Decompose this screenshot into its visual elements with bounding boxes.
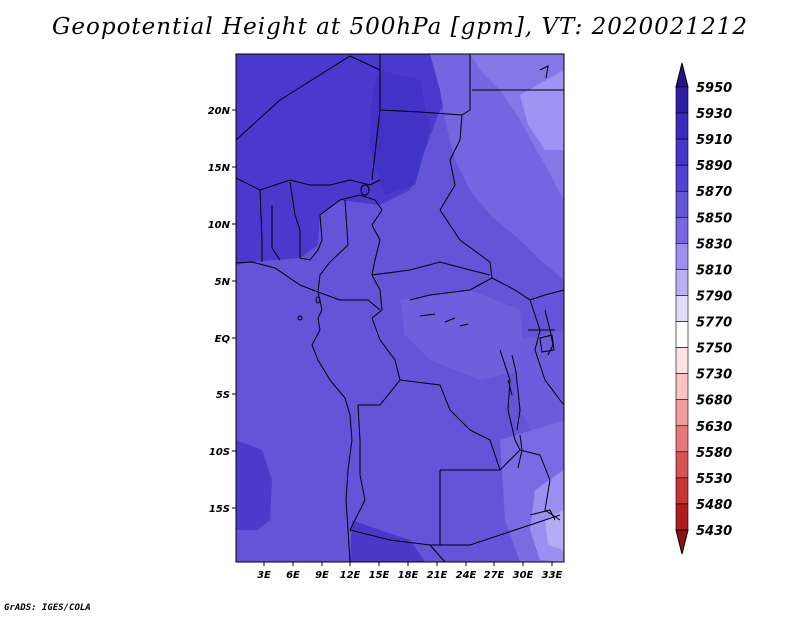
map-frame bbox=[235, 53, 565, 563]
color-bar-label: 5890 bbox=[696, 159, 732, 174]
color-bar-swatch bbox=[675, 112, 689, 140]
color-bar-swatch bbox=[675, 216, 689, 244]
color-bar-label: 5910 bbox=[696, 133, 732, 148]
y-tick-label: 10N bbox=[208, 220, 231, 231]
y-tick-label: 5N bbox=[215, 277, 231, 288]
x-tick-label: 27E bbox=[484, 570, 505, 581]
y-tick-label: 20N bbox=[208, 106, 231, 117]
y-tick-labels: 20N 15N 10N 5N EQ 5S 10S 15S bbox=[208, 106, 231, 515]
color-bar-swatch bbox=[675, 243, 689, 270]
color-bar-swatch bbox=[675, 451, 689, 479]
x-tick-label: 18E bbox=[398, 570, 419, 581]
x-tick-labels: 3E 6E 9E 12E 15E 18E 21E 24E 27E 30E 33E bbox=[257, 570, 562, 581]
color-bar-label: 5730 bbox=[696, 368, 732, 383]
y-tick-label: 15N bbox=[208, 163, 231, 174]
color-bar-swatch bbox=[675, 399, 689, 427]
x-tick-label: 12E bbox=[340, 570, 361, 581]
color-bar-bottom-arrow bbox=[675, 529, 689, 555]
color-bar-swatch bbox=[675, 86, 689, 114]
color-bar-label: 5810 bbox=[696, 263, 732, 278]
field-central bbox=[400, 290, 525, 380]
field-north-high-2 bbox=[370, 70, 430, 195]
color-bar-legend: 5950 5930 5910 5890 5870 5850 5830 5810 5790 5770… bbox=[675, 62, 732, 555]
color-bar-label: 5870 bbox=[696, 185, 732, 200]
color-bar-swatch bbox=[675, 503, 689, 531]
color-bar-label: 5830 bbox=[696, 237, 732, 252]
color-bar-swatch bbox=[675, 138, 689, 166]
color-bar-label: 5680 bbox=[696, 394, 732, 409]
footer-credit: GrADS: IGES/COLA bbox=[4, 603, 91, 613]
lakes bbox=[297, 65, 556, 521]
y-tick-label: 15S bbox=[209, 504, 230, 515]
y-tick-label: 10S bbox=[209, 447, 230, 458]
borders bbox=[236, 54, 564, 562]
x-tick-label: 3E bbox=[257, 570, 271, 581]
x-tick-label: 21E bbox=[427, 570, 448, 581]
color-bar-label: 5480 bbox=[696, 498, 732, 513]
color-bar-swatch bbox=[675, 190, 689, 218]
color-bar-label: 5750 bbox=[696, 342, 732, 357]
x-tick-label: 30E bbox=[513, 570, 534, 581]
x-tick-label: 9E bbox=[315, 570, 329, 581]
color-bar-swatch bbox=[675, 477, 689, 505]
y-tick-label: 5S bbox=[216, 390, 230, 401]
color-bar-swatch bbox=[675, 321, 689, 348]
x-tick-label: 15E bbox=[369, 570, 390, 581]
color-bar-label: 5950 bbox=[696, 81, 732, 96]
color-bar-top-arrow bbox=[675, 62, 689, 88]
color-bar-label: 5430 bbox=[696, 524, 732, 539]
color-bar-label: 5850 bbox=[696, 211, 732, 226]
color-bar-swatch bbox=[675, 295, 689, 322]
map-title: Geopotential Height at 500hPa [gpm], VT:… bbox=[52, 14, 748, 40]
color-bar-label: 5630 bbox=[696, 420, 732, 435]
x-axis bbox=[263, 562, 553, 566]
color-bar-label: 5530 bbox=[696, 472, 732, 487]
x-tick-label: 33E bbox=[542, 570, 563, 581]
color-bar-swatch bbox=[675, 347, 689, 374]
color-bar-label: 5580 bbox=[696, 446, 732, 461]
y-axis bbox=[232, 109, 236, 509]
color-bar-swatch bbox=[675, 269, 689, 296]
field-west bbox=[236, 440, 272, 530]
color-bar-label: 5930 bbox=[696, 107, 732, 122]
field-south bbox=[350, 520, 425, 562]
color-bar-swatch bbox=[675, 373, 689, 401]
field-shading bbox=[236, 54, 564, 562]
x-tick-label: 6E bbox=[286, 570, 300, 581]
x-tick-label: 24E bbox=[456, 570, 477, 581]
color-bar-label: 5790 bbox=[696, 289, 732, 304]
field-east bbox=[515, 330, 564, 430]
y-tick-label: EQ bbox=[215, 334, 231, 345]
color-bar-label: 5770 bbox=[696, 316, 732, 331]
color-bar-swatch bbox=[675, 164, 689, 192]
color-bar-swatch bbox=[675, 425, 689, 453]
